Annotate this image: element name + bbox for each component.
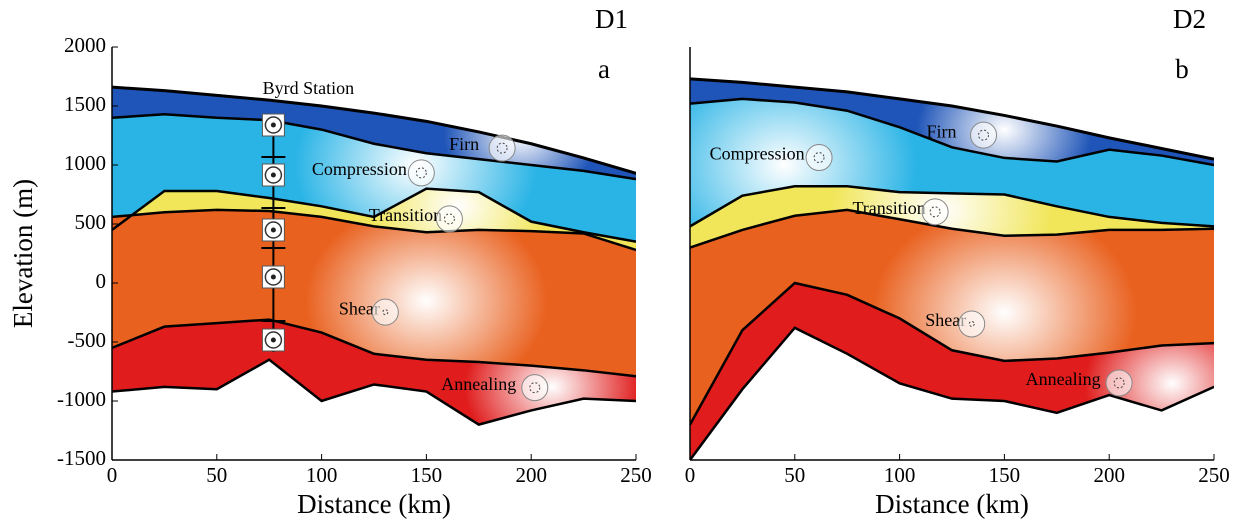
boundary-line bbox=[112, 358, 636, 426]
fabric-center bbox=[270, 172, 276, 178]
boundary-line bbox=[690, 97, 1214, 167]
boundary-line bbox=[112, 208, 636, 252]
boundary-line bbox=[112, 187, 636, 243]
panel-label: a bbox=[598, 54, 610, 84]
y-tick-label: 500 bbox=[75, 210, 107, 234]
fabric-icon bbox=[805, 144, 833, 172]
fabric-icon bbox=[435, 205, 463, 233]
y-tick-label: 1500 bbox=[64, 92, 106, 116]
corner-label: D1 bbox=[595, 4, 628, 34]
y-tick-label: -500 bbox=[68, 328, 107, 352]
x-axis-label: Distance (km) bbox=[875, 489, 1029, 519]
fabric-icon bbox=[371, 298, 399, 326]
layer-label: Firn bbox=[449, 134, 479, 154]
layer-fill bbox=[690, 283, 1214, 460]
fabric-dot bbox=[496, 142, 508, 154]
fabric-center bbox=[270, 274, 276, 280]
y-tick-label: 2000 bbox=[64, 33, 106, 57]
x-tick-label: 50 bbox=[784, 463, 805, 487]
fabric-dot bbox=[382, 309, 389, 316]
x-tick-label: 250 bbox=[620, 463, 652, 487]
plot-area bbox=[690, 77, 1214, 460]
fabric-circle bbox=[264, 331, 283, 349]
layer-label: Shear bbox=[925, 310, 966, 330]
fabric-icon bbox=[970, 121, 998, 149]
fabric-icon bbox=[488, 134, 516, 162]
layer-label: Annealing bbox=[441, 374, 516, 394]
x-tick-label: 200 bbox=[1093, 463, 1125, 487]
x-tick-label: 150 bbox=[989, 463, 1021, 487]
layer-label: Shear bbox=[339, 298, 380, 318]
layer-label: Firn bbox=[927, 121, 957, 141]
panel: 0 50 100 150 200 250 -1500 -1000 -500 0 500 1000 150… bbox=[8, 4, 652, 519]
boundary-line bbox=[690, 208, 1214, 249]
boundary-line bbox=[690, 326, 1214, 460]
layer-label: Transition bbox=[852, 198, 925, 218]
x-tick-label: 250 bbox=[1198, 463, 1230, 487]
fabric-dot bbox=[813, 152, 825, 164]
y-tick-label: 0 bbox=[96, 269, 107, 293]
layer-label: Annealing bbox=[1026, 369, 1101, 389]
fabric-center bbox=[270, 337, 276, 343]
fabric-circle bbox=[264, 268, 283, 286]
boundary-line bbox=[690, 77, 1214, 161]
boundary-line bbox=[690, 281, 1214, 426]
fabric-dot bbox=[1113, 377, 1125, 389]
boundary-line bbox=[112, 85, 636, 175]
panel-label: b bbox=[1175, 54, 1189, 84]
fabric-circle bbox=[264, 166, 283, 184]
fabric-icon bbox=[958, 310, 986, 338]
x-tick-label: 0 bbox=[685, 463, 696, 487]
layer-label: Transition bbox=[369, 205, 442, 225]
plot-area bbox=[112, 85, 636, 426]
boundary-line bbox=[690, 184, 1214, 228]
x-tick-label: 200 bbox=[515, 463, 547, 487]
y-tick-label: 1000 bbox=[64, 151, 106, 175]
x-tick-label: 100 bbox=[884, 463, 916, 487]
fabric-dot bbox=[978, 129, 990, 141]
boundary-line bbox=[112, 318, 636, 378]
fabric-dot bbox=[929, 206, 941, 218]
layer-label: Compression bbox=[710, 144, 805, 164]
fabric-icon bbox=[921, 198, 949, 226]
x-axis-label: Distance (km) bbox=[297, 489, 451, 519]
fabric-icon bbox=[407, 159, 435, 187]
layer-label: Compression bbox=[312, 159, 407, 179]
x-tick-label: 150 bbox=[411, 463, 443, 487]
fabric-dot bbox=[443, 213, 455, 225]
y-tick-label: -1500 bbox=[57, 446, 106, 470]
fabric-circle bbox=[264, 116, 283, 134]
fabric-center bbox=[270, 122, 276, 128]
panel: 0 50 100 150 200 250 Distance (km) D2 b Firn Compr… bbox=[685, 4, 1230, 519]
x-tick-label: 50 bbox=[206, 463, 227, 487]
boundary-line bbox=[112, 113, 636, 181]
fabric-center bbox=[270, 227, 276, 233]
fabric-dot bbox=[415, 167, 427, 179]
y-axis-label: Elevation (m) bbox=[8, 179, 38, 328]
fabric-icon bbox=[521, 374, 549, 402]
x-tick-label: 0 bbox=[107, 463, 118, 487]
fabric-dot bbox=[529, 382, 541, 394]
corner-label: D2 bbox=[1173, 4, 1206, 34]
fabric-dot bbox=[968, 320, 975, 327]
station-label: Byrd Station bbox=[263, 78, 355, 98]
fabric-icon bbox=[1105, 369, 1133, 397]
y-tick-label: -1000 bbox=[57, 387, 106, 411]
x-tick-label: 100 bbox=[306, 463, 338, 487]
fabric-circle bbox=[264, 221, 283, 239]
